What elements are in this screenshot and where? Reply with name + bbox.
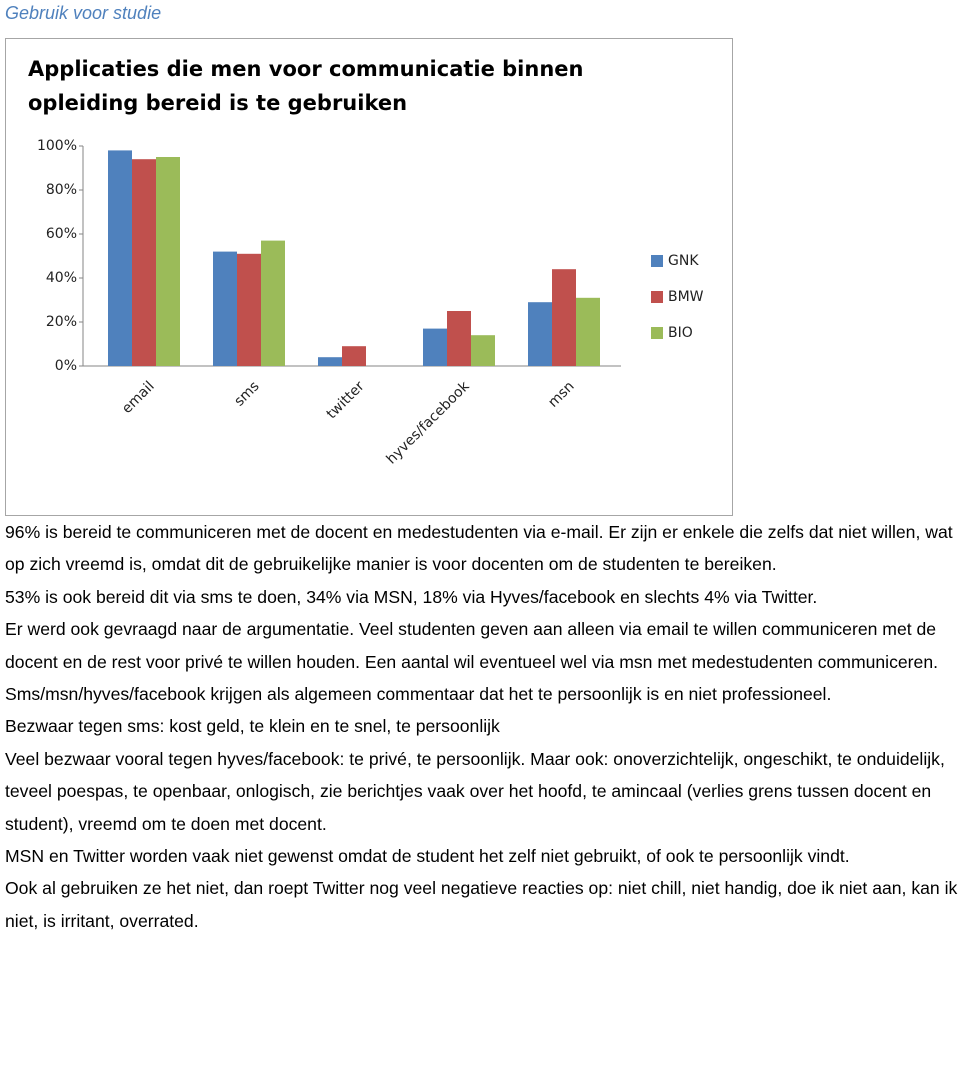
x-tick-label: msn <box>545 378 577 410</box>
y-tick-label: 40% <box>46 270 77 286</box>
bar <box>552 269 576 366</box>
y-tick-label: 20% <box>46 314 77 330</box>
paragraph: Veel bezwaar vooral tegen hyves/facebook… <box>5 748 945 834</box>
paragraph: 53% is ook bereid dit via sms te doen, 3… <box>5 586 818 607</box>
body-text: 96% is bereid te communiceren met de doc… <box>5 516 960 937</box>
x-tick-label: twitter <box>324 378 368 422</box>
chart-title: Applicaties die men voor communicatie bi… <box>28 57 583 81</box>
legend-label: GNK <box>668 253 699 269</box>
bar <box>576 297 600 366</box>
bar <box>342 346 366 366</box>
bar <box>213 251 237 366</box>
bar <box>423 328 447 366</box>
x-tick-label: hyves/facebook <box>384 378 474 468</box>
bar <box>156 157 180 366</box>
x-tick-label: sms <box>231 378 262 409</box>
y-tick-label: 60% <box>46 226 77 242</box>
bar <box>471 335 495 366</box>
bar <box>108 150 132 366</box>
y-tick-label: 100% <box>37 138 77 154</box>
paragraph: Ook al gebruiken ze het niet, dan roept … <box>5 878 958 931</box>
legend-label: BIO <box>668 325 693 341</box>
heading: Gebruik voor studie <box>5 3 162 23</box>
y-tick-label: 0% <box>55 358 77 374</box>
paragraph: Er werd ook gevraagd naar de argumentati… <box>5 619 938 705</box>
x-tick-label: email <box>119 378 158 417</box>
legend-swatch <box>651 255 663 267</box>
bar <box>237 253 261 366</box>
bar <box>447 311 471 366</box>
bar <box>528 302 552 366</box>
paragraph: MSN en Twitter worden vaak niet gewenst … <box>5 846 850 867</box>
paragraph: Bezwaar tegen sms: kost geld, te klein e… <box>5 716 500 737</box>
bar <box>261 240 285 366</box>
chart-title: opleiding bereid is te gebruiken <box>28 91 407 115</box>
bar <box>132 159 156 366</box>
bar <box>318 357 342 366</box>
legend-label: BMW <box>668 289 704 305</box>
legend-swatch <box>651 291 663 303</box>
y-tick-label: 80% <box>46 182 77 198</box>
chart: Applicaties die men voor communicatie bi… <box>5 38 733 516</box>
paragraph: 96% is bereid te communiceren met de doc… <box>5 522 953 575</box>
legend-swatch <box>651 327 663 339</box>
